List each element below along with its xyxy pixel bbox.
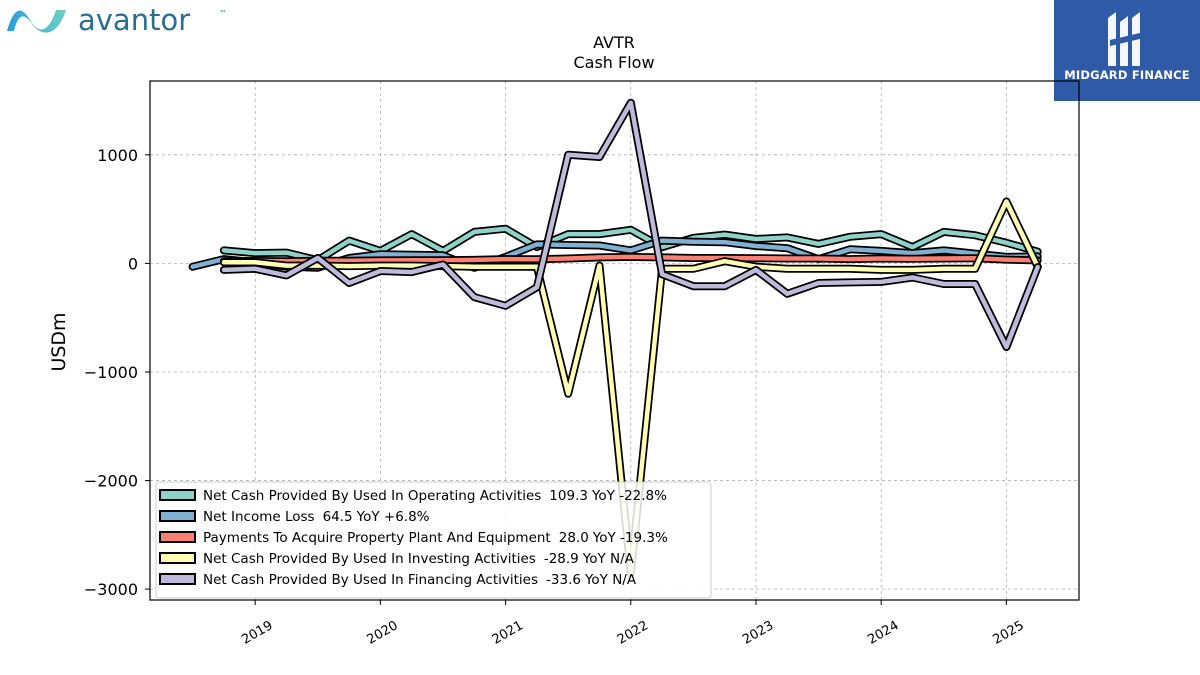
- y-tick-label: −1000: [84, 363, 138, 382]
- legend-label: Payments To Acquire Property Plant And E…: [203, 530, 668, 546]
- chart-subtitle: Cash Flow: [573, 53, 654, 72]
- midgard-finance-text: MIDGARD FINANCE: [1064, 68, 1190, 82]
- legend-entry-2: Payments To Acquire Property Plant And E…: [159, 530, 668, 546]
- legend-label: Net Cash Provided By Used In Investing A…: [203, 551, 635, 567]
- legend-label: Net Cash Provided By Used In Operating A…: [203, 488, 667, 504]
- avantor-logo: avantor ™: [7, 3, 227, 37]
- legend-swatch: [159, 573, 196, 585]
- x-tick-label: 2025: [991, 618, 1027, 648]
- plot-frame: [149, 80, 1080, 601]
- series-stroke: [221, 226, 1040, 263]
- legend-swatch: [159, 510, 196, 522]
- legend-series-name: Net Cash Provided By Used In Operating A…: [203, 488, 541, 504]
- midgard-logo-icon: [1108, 12, 1144, 66]
- legend-series-change: YoY -19.3%: [592, 530, 668, 546]
- legend-series-value: 64.5: [323, 509, 353, 525]
- legend-entry-1: Net Income Loss 64.5 YoY +6.8%: [159, 509, 430, 525]
- legend-swatch: [159, 552, 196, 564]
- midgard-finance-badge: MIDGARD FINANCE: [1054, 0, 1200, 101]
- x-tick-label: 2023: [740, 618, 776, 648]
- legend-series-name: Net Cash Provided By Used In Investing A…: [203, 551, 536, 567]
- series-line-0: [219, 224, 1042, 265]
- legend-entry-4: Net Cash Provided By Used In Financing A…: [159, 572, 637, 588]
- avantor-wave-icon: [7, 10, 66, 33]
- legend-series-value: -28.9: [544, 551, 579, 567]
- legend-swatch: [159, 489, 196, 501]
- x-tick-label: 2021: [490, 618, 526, 648]
- legend-swatch: [159, 531, 196, 543]
- series-lines: [188, 98, 1042, 577]
- legend-frame: [155, 481, 712, 599]
- x-ticks: 2019 2020 2021 2022 2023 2024 2025: [239, 600, 1027, 648]
- legend-label: Net Cash Provided By Used In Financing A…: [203, 572, 637, 588]
- y-tick-label: −2000: [84, 472, 138, 491]
- legend-series-name: Net Income Loss: [203, 509, 315, 525]
- chart-title: AVTR: [593, 33, 635, 52]
- legend-series-change: YoY +6.8%: [356, 509, 430, 525]
- legend-series-name: Net Cash Provided By Used In Financing A…: [203, 572, 538, 588]
- x-tick-label: 2024: [865, 618, 901, 648]
- y-tick-label: 1000: [97, 146, 138, 165]
- legend-series-change: YoY -22.8%: [591, 488, 667, 504]
- legend-series-change: YoY N/A: [584, 572, 637, 588]
- legend-label: Net Income Loss 64.5 YoY +6.8%: [203, 509, 430, 525]
- series-stroke: [221, 100, 1040, 350]
- legend-series-value: 28.0: [559, 530, 589, 546]
- avantor-tm: ™: [219, 9, 227, 18]
- y-tick-label: −3000: [84, 580, 138, 599]
- legend-series-value: 109.3: [549, 488, 588, 504]
- legend-series-change: YoY N/A: [582, 551, 635, 567]
- legend: Net Cash Provided By Used In Operating A…: [155, 481, 712, 599]
- series-line-2: [219, 252, 1042, 266]
- y-ticks: 1000 0 −1000 −2000 −3000: [84, 146, 150, 599]
- legend-entry-3: Net Cash Provided By Used In Investing A…: [159, 551, 635, 567]
- series-line-4: [219, 98, 1042, 351]
- legend-series-name: Payments To Acquire Property Plant And E…: [203, 530, 551, 546]
- x-tick-label: 2019: [239, 618, 275, 648]
- legend-series-value: -33.6: [546, 572, 581, 588]
- series-stroke: [221, 254, 1040, 264]
- avantor-wordmark: avantor: [78, 3, 190, 37]
- y-tick-label: 0: [128, 254, 138, 273]
- y-axis-label: USDm: [48, 312, 70, 371]
- legend-entry-0: Net Cash Provided By Used In Operating A…: [159, 488, 667, 504]
- x-tick-label: 2020: [365, 618, 401, 648]
- x-tick-label: 2022: [615, 618, 651, 648]
